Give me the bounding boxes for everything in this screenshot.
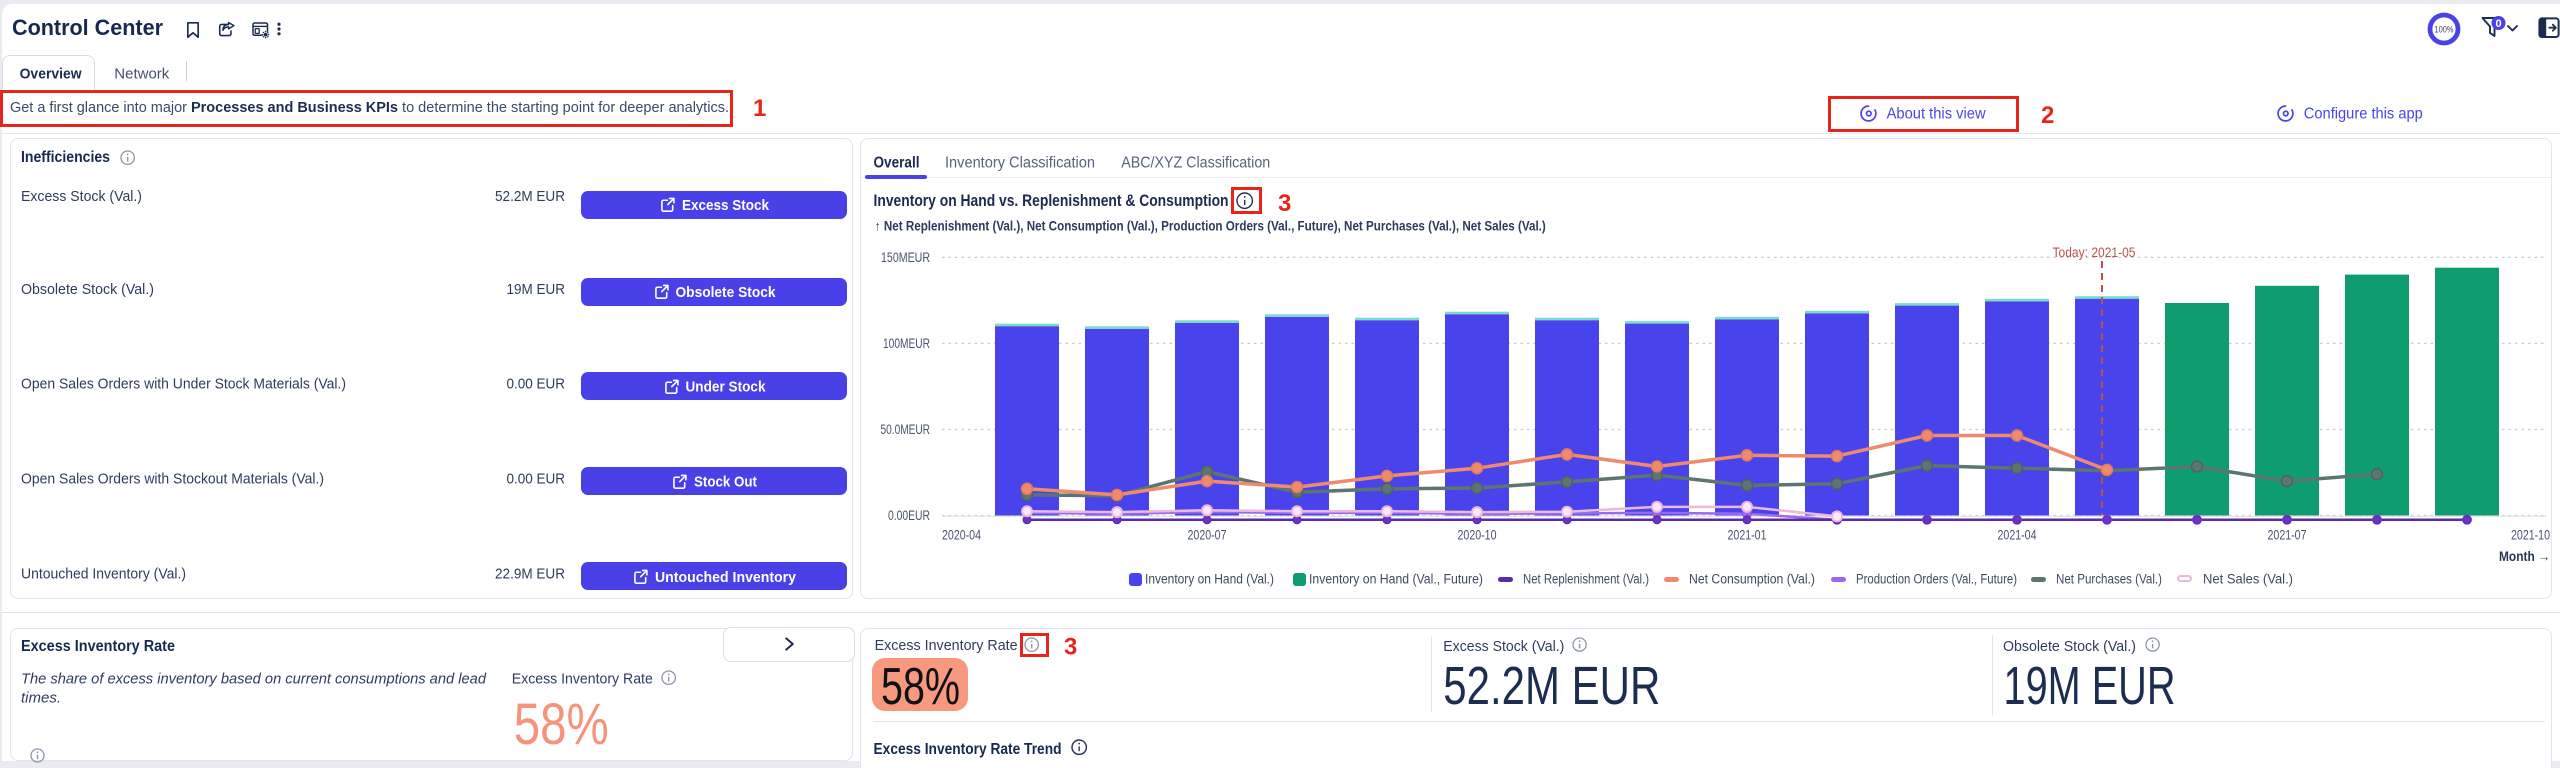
svg-text:58%: 58% — [514, 692, 609, 757]
svg-text:58%: 58% — [881, 658, 960, 716]
svg-text:Excess Inventory Rate: Excess Inventory Rate — [875, 637, 1018, 654]
svg-text:100%: 100% — [2435, 24, 2454, 35]
svg-text:Excess Stock: Excess Stock — [682, 197, 770, 214]
svg-text:Net Sales (Val.): Net Sales (Val.) — [2203, 572, 2293, 587]
svg-text:Month →: Month → — [2499, 549, 2550, 564]
svg-text:2021-10: 2021-10 — [2511, 528, 2550, 543]
svg-text:About this view: About this view — [1887, 106, 1987, 123]
svg-text:150MEUR: 150MEUR — [881, 250, 930, 265]
svg-text:Excess Stock (Val.): Excess Stock (Val.) — [21, 188, 142, 205]
svg-text:Control Center: Control Center — [12, 15, 163, 40]
svg-text:22.9M EUR: 22.9M EUR — [495, 566, 565, 583]
svg-text:2: 2 — [2041, 102, 2054, 129]
svg-text:Excess Inventory Rate: Excess Inventory Rate — [21, 638, 175, 655]
svg-text:Overview: Overview — [20, 65, 82, 82]
svg-text:Obsolete Stock (Val.): Obsolete Stock (Val.) — [21, 281, 154, 298]
svg-text:ABC/XYZ Classification: ABC/XYZ Classification — [1121, 155, 1270, 172]
svg-text:Excess Inventory Rate: Excess Inventory Rate — [512, 671, 653, 688]
svg-text:2020-07: 2020-07 — [1188, 528, 1227, 543]
svg-text:50.0MEUR: 50.0MEUR — [881, 422, 931, 437]
svg-text:times.: times. — [21, 690, 61, 707]
svg-text:Obsolete Stock (Val.): Obsolete Stock (Val.) — [2003, 638, 2136, 655]
svg-text:0.00EUR: 0.00EUR — [888, 508, 930, 523]
svg-text:Net Consumption (Val.): Net Consumption (Val.) — [1689, 572, 1815, 587]
svg-text:3: 3 — [1064, 634, 1077, 661]
svg-text:19M EUR: 19M EUR — [507, 281, 566, 298]
svg-text:19M EUR: 19M EUR — [2004, 656, 2176, 716]
svg-text:↑ Net Replenishment (Val.), Ne: ↑ Net Replenishment (Val.), Net Consumpt… — [875, 219, 1546, 234]
svg-text:Obsolete Stock: Obsolete Stock — [676, 284, 777, 301]
svg-text:2021-07: 2021-07 — [2268, 528, 2307, 543]
svg-text:2021-01: 2021-01 — [1728, 528, 1767, 543]
svg-text:Inventory on Hand (Val.): Inventory on Hand (Val.) — [1145, 572, 1274, 587]
svg-text:Untouched Inventory: Untouched Inventory — [655, 569, 797, 586]
svg-text:Inefficiencies: Inefficiencies — [21, 149, 110, 166]
svg-text:Excess Inventory Rate Trend: Excess Inventory Rate Trend — [874, 741, 1062, 758]
svg-text:52.2M EUR: 52.2M EUR — [1443, 656, 1660, 716]
svg-text:Excess Stock (Val.): Excess Stock (Val.) — [1443, 638, 1564, 655]
svg-text:Stock Out: Stock Out — [694, 474, 757, 491]
svg-text:Net Replenishment (Val.): Net Replenishment (Val.) — [1523, 572, 1649, 587]
svg-text:Network: Network — [114, 65, 169, 82]
svg-text:Net Purchases (Val.): Net Purchases (Val.) — [2056, 572, 2162, 587]
svg-text:100MEUR: 100MEUR — [883, 336, 930, 351]
svg-text:0: 0 — [2495, 18, 2501, 30]
svg-text:Open Sales Orders with Stockou: Open Sales Orders with Stockout Material… — [21, 471, 324, 488]
svg-text:Configure this app: Configure this app — [2304, 106, 2423, 123]
svg-text:Inventory on Hand (Val., Futur: Inventory on Hand (Val., Future) — [1309, 572, 1483, 587]
svg-text:Overall: Overall — [874, 155, 920, 172]
svg-text:Get a first glance into major: Get a first glance into major Processes … — [10, 99, 729, 116]
svg-text:1: 1 — [753, 95, 766, 122]
svg-text:3: 3 — [1278, 190, 1291, 217]
svg-text:Under Stock: Under Stock — [686, 379, 767, 396]
svg-text:Open Sales Orders with Under S: Open Sales Orders with Under Stock Mater… — [21, 376, 346, 393]
svg-text:52.2M EUR: 52.2M EUR — [495, 188, 565, 205]
svg-text:2021-04: 2021-04 — [1998, 528, 2037, 543]
svg-text:0.00 EUR: 0.00 EUR — [507, 471, 566, 488]
svg-text:Production Orders (Val., Futur: Production Orders (Val., Future) — [1856, 572, 2017, 587]
svg-text:2020-04: 2020-04 — [942, 528, 981, 543]
svg-text:Inventory Classification: Inventory Classification — [945, 155, 1095, 172]
svg-text:Inventory on Hand vs. Replenis: Inventory on Hand vs. Replenishment & Co… — [874, 192, 1229, 210]
svg-text:Today: 2021-05: Today: 2021-05 — [2053, 245, 2136, 260]
svg-text:2020-10: 2020-10 — [1458, 528, 1497, 543]
svg-text:Untouched Inventory (Val.): Untouched Inventory (Val.) — [21, 566, 186, 583]
svg-text:The share of excess inventory: The share of excess inventory based on c… — [21, 671, 487, 688]
svg-text:0.00 EUR: 0.00 EUR — [507, 376, 566, 393]
